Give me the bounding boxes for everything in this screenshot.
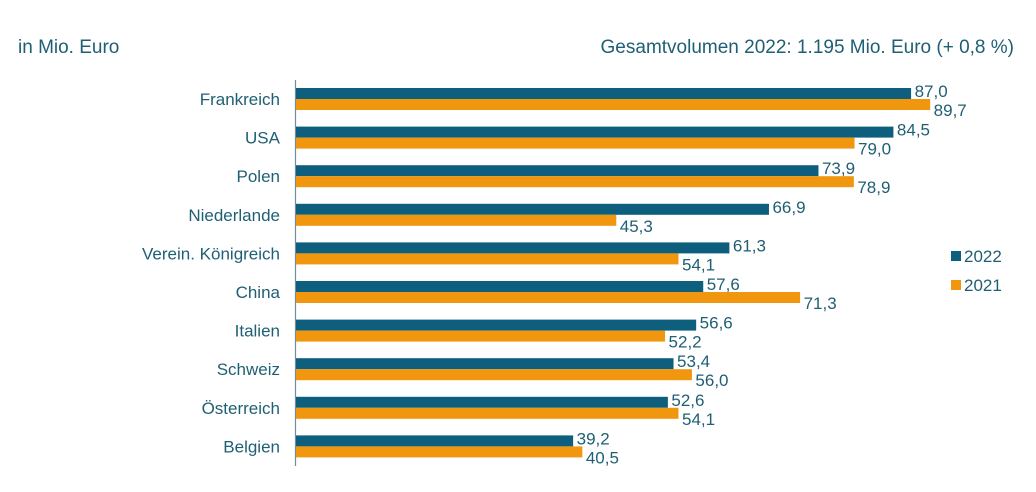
bar-2021 bbox=[296, 407, 679, 419]
bar-2021 bbox=[296, 214, 617, 226]
data-label-2022: 52,6 bbox=[671, 391, 704, 410]
data-label-2022: 61,3 bbox=[733, 236, 766, 255]
legend-swatch-2022 bbox=[951, 251, 961, 261]
category-label: Polen bbox=[237, 167, 280, 186]
data-label-2021: 79,0 bbox=[858, 140, 891, 159]
data-label-2022: 39,2 bbox=[577, 429, 610, 448]
category-label: USA bbox=[245, 129, 281, 148]
data-label-2021: 45,3 bbox=[620, 217, 653, 236]
data-label-2022: 84,5 bbox=[897, 121, 930, 140]
category-label: Schweiz bbox=[217, 360, 280, 379]
data-label-2022: 73,9 bbox=[822, 159, 855, 178]
bar-2021 bbox=[296, 446, 583, 458]
data-label-2021: 78,9 bbox=[857, 178, 890, 197]
bar-2022 bbox=[296, 319, 697, 331]
data-label-2022: 56,6 bbox=[700, 314, 733, 333]
bar-2022 bbox=[296, 203, 769, 215]
bar-2021 bbox=[296, 99, 931, 110]
data-label-2022: 87,0 bbox=[915, 82, 948, 101]
data-label-2021: 54,1 bbox=[682, 410, 715, 429]
bar-2022 bbox=[296, 242, 730, 254]
bar-2021 bbox=[296, 369, 692, 381]
data-label-2022: 66,9 bbox=[772, 198, 805, 217]
chart-subtitle: Gesamtvolumen 2022: 1.195 Mio. Euro (+ 0… bbox=[601, 37, 1014, 58]
bar-2022 bbox=[296, 88, 912, 99]
legend-label: 2022 bbox=[964, 247, 1002, 266]
bar-2022 bbox=[296, 358, 674, 370]
category-label: Verein. Königreich bbox=[142, 244, 280, 263]
data-label-2021: 40,5 bbox=[586, 448, 619, 467]
category-label: Frankreich bbox=[200, 90, 280, 109]
data-label-2021: 71,3 bbox=[804, 294, 837, 313]
data-label-2021: 89,7 bbox=[934, 101, 967, 120]
data-label-2022: 57,6 bbox=[707, 275, 740, 294]
data-label-2021: 54,1 bbox=[682, 255, 715, 274]
bar-2022 bbox=[296, 435, 574, 447]
bar-2021 bbox=[296, 137, 855, 149]
bar-2021 bbox=[296, 330, 666, 342]
category-label: Niederlande bbox=[188, 206, 280, 225]
bar-2021 bbox=[296, 292, 801, 303]
data-label-2021: 52,2 bbox=[669, 333, 702, 352]
unit-label: in Mio. Euro bbox=[18, 37, 119, 58]
legend-swatch-2021 bbox=[951, 280, 961, 290]
category-label: Italien bbox=[235, 322, 280, 341]
bar-2022 bbox=[296, 126, 894, 138]
bar-2021 bbox=[296, 176, 854, 188]
category-label: Österreich bbox=[202, 399, 280, 418]
legend: 2022 2021 bbox=[951, 247, 1002, 295]
legend-label: 2021 bbox=[964, 276, 1002, 295]
bar-2021 bbox=[296, 253, 679, 265]
data-label-2021: 56,0 bbox=[695, 371, 728, 390]
bar-2022 bbox=[296, 281, 704, 292]
category-label: Belgien bbox=[223, 437, 280, 456]
bar-2022 bbox=[296, 396, 668, 408]
category-label: China bbox=[236, 283, 281, 302]
data-label-2022: 53,4 bbox=[677, 352, 710, 371]
bar-2022 bbox=[296, 165, 819, 177]
